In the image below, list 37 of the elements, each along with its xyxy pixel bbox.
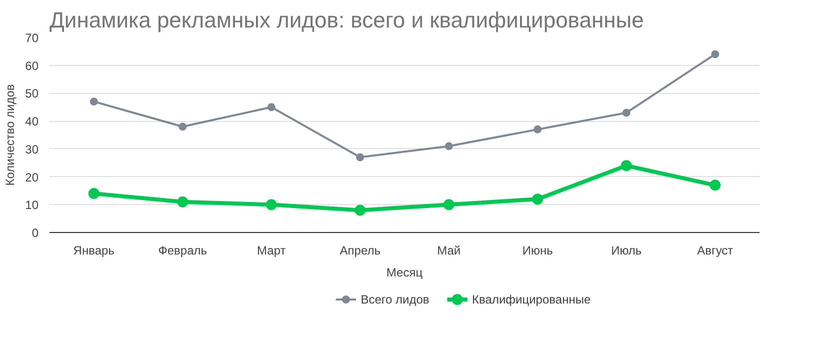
point bbox=[444, 142, 453, 150]
point bbox=[267, 103, 276, 112]
y-tick-label: 70 bbox=[25, 31, 39, 45]
x-tick-label: Март bbox=[257, 244, 286, 258]
x-tick-label: Август bbox=[697, 244, 734, 258]
y-tick-label: 50 bbox=[25, 86, 39, 101]
x-tick-label: Май bbox=[437, 244, 461, 258]
y-tick-label: 30 bbox=[25, 142, 39, 156]
x-tick-label: Январь bbox=[73, 244, 114, 258]
x-tick-label: Июнь bbox=[522, 244, 553, 258]
y-axis-title: Количество лидов bbox=[3, 84, 18, 186]
point bbox=[620, 160, 632, 172]
x-axis-title: Месяц bbox=[386, 266, 423, 280]
point bbox=[88, 188, 100, 199]
point bbox=[90, 98, 98, 106]
chart-title: Динамика рекламных лидов: всего и квалифицированные bbox=[50, 8, 644, 32]
y-tick-label: 40 bbox=[25, 114, 39, 129]
x-tick-label: Февраль bbox=[158, 244, 208, 258]
y-tick-label: 20 bbox=[25, 170, 39, 184]
point bbox=[266, 199, 277, 210]
point bbox=[354, 204, 366, 216]
point bbox=[356, 153, 364, 162]
x-tick-label: Апрель bbox=[340, 244, 380, 258]
point bbox=[622, 108, 630, 117]
y-tick-label: 0 bbox=[32, 226, 39, 240]
point bbox=[532, 194, 544, 205]
x-tick-label: Июль bbox=[611, 244, 642, 258]
legend-label: Всего лидов bbox=[360, 292, 430, 306]
point bbox=[710, 180, 721, 191]
y-tick-label: 60 bbox=[25, 58, 39, 73]
legend-label: Квалифицированные bbox=[472, 292, 591, 306]
point bbox=[534, 125, 542, 134]
point bbox=[711, 50, 720, 58]
point bbox=[177, 196, 188, 208]
point bbox=[178, 122, 187, 131]
y-tick-label: 10 bbox=[25, 198, 39, 212]
point bbox=[443, 199, 454, 210]
